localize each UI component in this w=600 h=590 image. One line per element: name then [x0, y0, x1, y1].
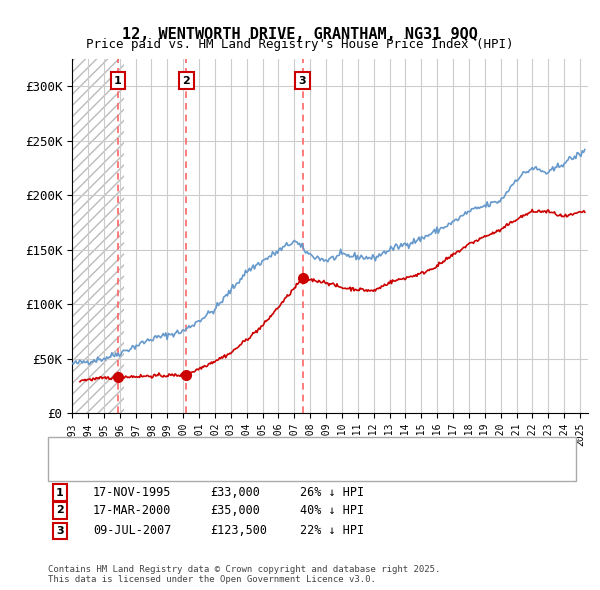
Text: 22% ↓ HPI: 22% ↓ HPI: [300, 525, 364, 537]
Bar: [72, 59, 124, 413]
Text: 12, WENTWORTH DRIVE, GRANTHAM, NG31 9QQ (semi-detached house): 12, WENTWORTH DRIVE, GRANTHAM, NG31 9QQ …: [78, 445, 459, 454]
Text: 17-NOV-1995: 17-NOV-1995: [93, 486, 172, 499]
Text: £35,000: £35,000: [210, 504, 260, 517]
Text: HPI: Average price, semi-detached house, South Kesteven: HPI: Average price, semi-detached house,…: [78, 460, 422, 470]
Text: 3: 3: [299, 76, 307, 86]
Text: Contains HM Land Registry data © Crown copyright and database right 2025.
This d: Contains HM Land Registry data © Crown c…: [48, 565, 440, 584]
Text: —: —: [63, 456, 80, 474]
Text: 40% ↓ HPI: 40% ↓ HPI: [300, 504, 364, 517]
Bar: [72, 59, 124, 413]
Text: 12, WENTWORTH DRIVE, GRANTHAM, NG31 9QQ: 12, WENTWORTH DRIVE, GRANTHAM, NG31 9QQ: [122, 27, 478, 41]
Text: 17-MAR-2000: 17-MAR-2000: [93, 504, 172, 517]
Text: 09-JUL-2007: 09-JUL-2007: [93, 525, 172, 537]
Text: Price paid vs. HM Land Registry's House Price Index (HPI): Price paid vs. HM Land Registry's House …: [86, 38, 514, 51]
Text: 1: 1: [114, 76, 122, 86]
Text: 1: 1: [56, 488, 64, 497]
Text: £123,500: £123,500: [210, 525, 267, 537]
Text: 26% ↓ HPI: 26% ↓ HPI: [300, 486, 364, 499]
Text: 2: 2: [182, 76, 190, 86]
Text: £33,000: £33,000: [210, 486, 260, 499]
Text: —: —: [63, 441, 80, 458]
Text: 3: 3: [56, 526, 64, 536]
Text: 2: 2: [56, 506, 64, 515]
